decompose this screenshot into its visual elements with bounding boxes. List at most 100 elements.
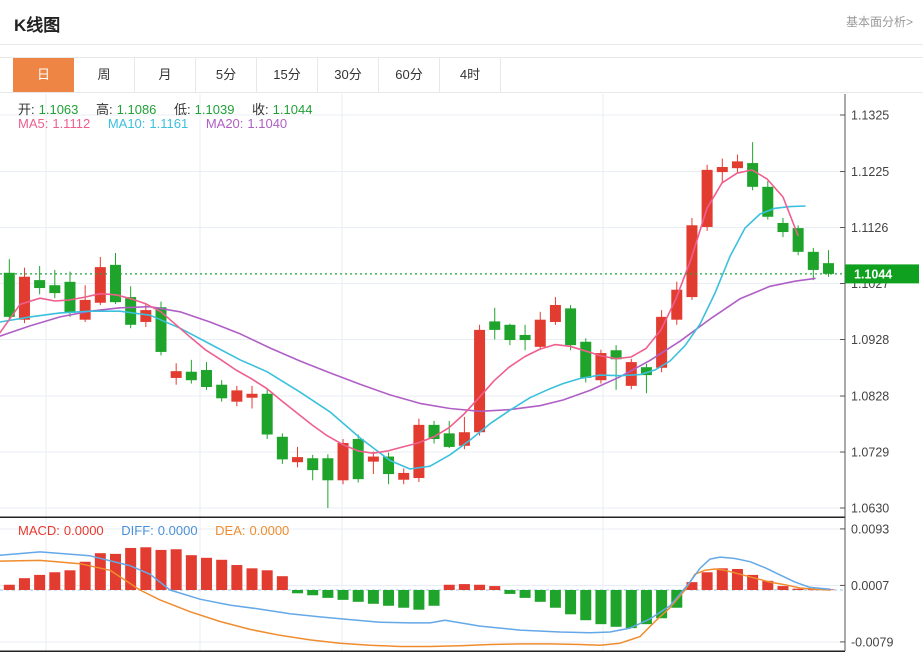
macd-histogram	[3, 547, 834, 629]
candle-body	[595, 353, 607, 381]
macd-bar	[595, 590, 607, 625]
axis-tick-label: 1.1225	[851, 165, 889, 179]
candle-body	[64, 281, 76, 313]
close-value: 1.1044	[272, 102, 313, 117]
tab-30min[interactable]: 30分	[318, 58, 379, 92]
ma20-line	[0, 277, 816, 413]
candle-body	[94, 267, 106, 303]
macd-bar	[686, 582, 698, 590]
tab-5min[interactable]: 5分	[196, 58, 257, 92]
candle-body	[731, 161, 743, 169]
candle-body	[367, 456, 379, 462]
candle-body	[428, 424, 440, 440]
macd-bar	[49, 572, 61, 590]
candle-body	[216, 384, 228, 399]
macd-bar	[94, 553, 106, 590]
candle-body	[185, 371, 197, 381]
axis-tick-label: 1.1126	[851, 221, 888, 235]
candle-body	[565, 308, 577, 346]
candle-body	[292, 457, 304, 463]
candle-body	[686, 225, 698, 298]
high-label: 高:	[96, 102, 113, 117]
ma5-label: MA5:	[18, 116, 49, 131]
candle-body	[246, 393, 258, 398]
candle-body	[458, 432, 470, 446]
ma20-value: 1.1040	[247, 116, 288, 131]
axis-tick-label: 1.0630	[851, 502, 889, 516]
macd-bar	[398, 590, 410, 608]
candle-body	[671, 289, 683, 320]
axis-tick-label: 1.0828	[851, 390, 889, 404]
candle-body	[443, 433, 455, 447]
axes	[0, 94, 846, 652]
macd-bar	[292, 590, 304, 594]
candle-body	[625, 362, 637, 386]
candle-body	[610, 350, 622, 360]
current-price-badge-text: 1.1044	[854, 267, 892, 281]
candle-body	[49, 285, 61, 294]
candle-body	[807, 251, 819, 270]
candle-body	[383, 456, 395, 475]
open-label: 开:	[18, 102, 35, 117]
tab-15min[interactable]: 15分	[257, 58, 318, 92]
candle-body	[640, 367, 652, 376]
macd-bar	[610, 590, 622, 627]
candle-body	[792, 228, 804, 252]
tab-month[interactable]: 月	[135, 58, 196, 92]
macd-bar	[185, 555, 197, 590]
candle-body	[701, 169, 713, 227]
macd-bar	[428, 590, 440, 606]
dea-value: 0.0000	[249, 523, 290, 538]
macd-bar	[443, 584, 455, 590]
candle-body	[474, 329, 486, 433]
dea-line	[0, 559, 831, 648]
candle-body	[3, 272, 15, 317]
macd-bar	[731, 568, 743, 590]
macd-bar	[322, 590, 334, 598]
macd-bar	[504, 590, 516, 594]
close-label: 收:	[252, 102, 269, 117]
current-price-badge: 1.1044	[845, 264, 919, 284]
candle-body	[337, 442, 349, 481]
macd-bar	[777, 586, 789, 590]
macd-bar	[640, 590, 652, 625]
open-value: 1.1063	[38, 102, 79, 117]
macd-bar	[580, 590, 592, 621]
ohlc-legend: 开: 1.1063 高: 1.1086 低: 1.1039 收: 1.1044	[18, 99, 316, 118]
timeframe-tabs: 日 周 月 5分 15分 30分 60分 4时	[13, 58, 501, 92]
candle-body	[489, 321, 501, 330]
low-label: 低:	[174, 102, 191, 117]
ma20-label: MA20:	[205, 116, 244, 131]
tab-4hour[interactable]: 4时	[440, 58, 501, 92]
tab-week[interactable]: 周	[74, 58, 135, 92]
candle-body	[519, 334, 531, 341]
macd-bar	[276, 576, 288, 590]
tab-day[interactable]: 日	[13, 58, 74, 92]
macd-bar	[3, 584, 15, 590]
candle-body	[656, 316, 668, 368]
candle-body	[201, 370, 213, 387]
macd-bar	[231, 565, 243, 590]
macd-bar	[367, 590, 379, 604]
ma-legend: MA5: 1.1112 MA10: 1.1161 MA20: 1.1040	[18, 116, 291, 131]
candlestick-series	[3, 142, 834, 509]
macd-bar	[792, 588, 804, 590]
macd-bar	[34, 574, 46, 590]
diff-line	[0, 551, 831, 634]
dea-label: DEA:	[215, 523, 246, 538]
candle-body	[413, 424, 425, 479]
diff-value: 0.0000	[157, 523, 198, 538]
macd-bar	[170, 549, 182, 590]
candle-body	[549, 304, 561, 322]
macd-bar	[201, 557, 213, 590]
ma10-label: MA10:	[107, 116, 146, 131]
macd-bar	[18, 578, 30, 590]
axis-tick-label: 0.0007	[851, 579, 889, 593]
macd-bar	[337, 590, 349, 600]
tab-60min[interactable]: 60分	[379, 58, 440, 92]
macd-bar	[125, 547, 137, 590]
macd-bar	[383, 590, 395, 606]
fundamental-analysis-link[interactable]: 基本面分析>	[845, 15, 913, 29]
